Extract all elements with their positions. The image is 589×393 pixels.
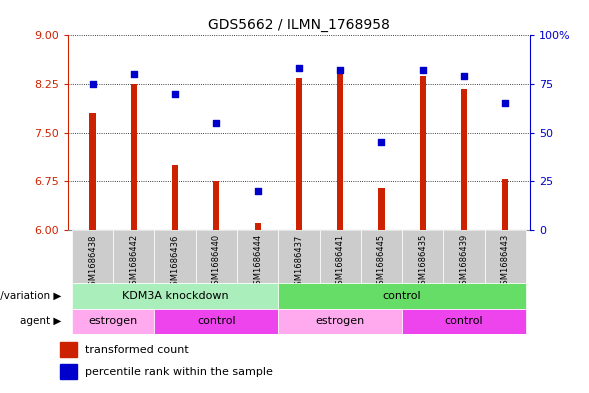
- Bar: [196, 230, 237, 283]
- Text: estrogen: estrogen: [88, 316, 138, 326]
- Text: GSM1686442: GSM1686442: [130, 234, 138, 290]
- Bar: [378, 188, 385, 230]
- Bar: [60, 342, 77, 358]
- Text: control: control: [445, 316, 484, 326]
- Text: control: control: [197, 316, 236, 326]
- Point: [211, 120, 221, 126]
- Point: [459, 73, 469, 79]
- Text: GSM1686441: GSM1686441: [336, 234, 345, 290]
- Text: control: control: [383, 291, 422, 301]
- Bar: [154, 230, 196, 283]
- Bar: [278, 309, 402, 334]
- Text: GSM1686435: GSM1686435: [418, 234, 427, 290]
- Bar: [213, 181, 220, 230]
- Bar: [420, 76, 426, 230]
- Text: GSM1686440: GSM1686440: [212, 234, 221, 290]
- Point: [336, 67, 345, 73]
- Point: [377, 139, 386, 145]
- Point: [294, 65, 304, 72]
- Point: [253, 188, 262, 194]
- Bar: [361, 230, 402, 283]
- Bar: [278, 283, 526, 309]
- Bar: [444, 230, 485, 283]
- Bar: [502, 179, 508, 230]
- Text: GSM1686443: GSM1686443: [501, 234, 510, 290]
- Bar: [172, 165, 178, 230]
- Point: [170, 90, 180, 97]
- Text: GSM1686444: GSM1686444: [253, 234, 262, 290]
- Bar: [254, 224, 261, 230]
- Bar: [278, 230, 320, 283]
- Bar: [154, 309, 278, 334]
- Bar: [402, 309, 526, 334]
- Point: [88, 81, 97, 87]
- Text: GSM1686437: GSM1686437: [294, 234, 303, 290]
- Text: transformed count: transformed count: [85, 345, 188, 355]
- Bar: [72, 230, 113, 283]
- Bar: [461, 88, 467, 230]
- Point: [129, 71, 138, 77]
- Title: GDS5662 / ILMN_1768958: GDS5662 / ILMN_1768958: [208, 18, 390, 31]
- Text: KDM3A knockdown: KDM3A knockdown: [122, 291, 229, 301]
- Bar: [113, 230, 154, 283]
- Text: agent ▶: agent ▶: [21, 316, 62, 326]
- Bar: [72, 309, 154, 334]
- Text: percentile rank within the sample: percentile rank within the sample: [85, 367, 273, 377]
- Bar: [296, 77, 302, 230]
- Text: GSM1686439: GSM1686439: [459, 234, 468, 290]
- Text: GSM1686445: GSM1686445: [377, 234, 386, 290]
- Bar: [337, 74, 343, 230]
- Text: estrogen: estrogen: [316, 316, 365, 326]
- Bar: [320, 230, 361, 283]
- Text: GSM1686436: GSM1686436: [171, 234, 180, 290]
- Bar: [485, 230, 526, 283]
- Bar: [131, 84, 137, 230]
- Point: [418, 67, 428, 73]
- Point: [501, 100, 510, 107]
- Bar: [90, 113, 95, 230]
- Text: genotype/variation ▶: genotype/variation ▶: [0, 291, 62, 301]
- Text: GSM1686438: GSM1686438: [88, 234, 97, 290]
- Bar: [72, 283, 278, 309]
- Bar: [60, 364, 77, 379]
- Bar: [402, 230, 444, 283]
- Bar: [237, 230, 278, 283]
